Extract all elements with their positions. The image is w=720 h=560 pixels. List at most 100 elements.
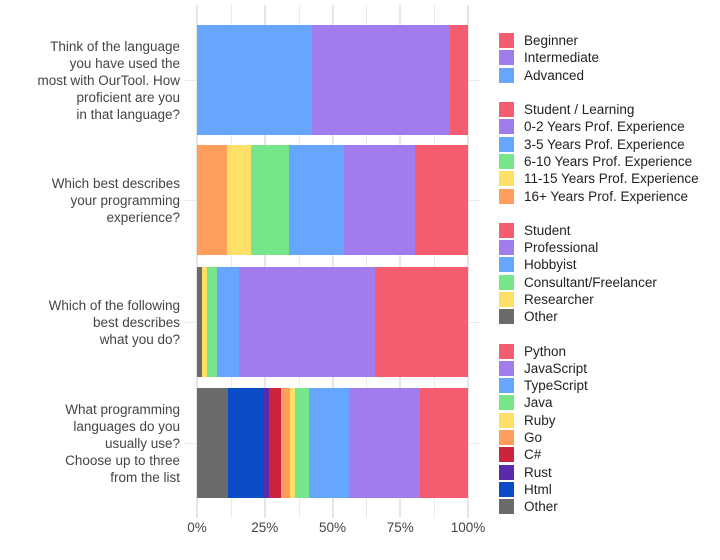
legend-swatch-icon <box>499 292 514 307</box>
legend-item: Other <box>499 498 699 515</box>
legend-item: Html <box>499 481 699 498</box>
legend-label: Consultant/Freelancer <box>524 274 657 290</box>
legend-label: Rust <box>524 464 552 480</box>
bar-segment <box>197 145 228 255</box>
legend-group: Student / Learning 0-2 Years Prof. Experi… <box>499 101 699 205</box>
legend-label: TypeScript <box>524 378 588 394</box>
bar-segment <box>206 267 217 377</box>
bar-segment <box>449 25 468 135</box>
legend-label: C# <box>524 447 542 463</box>
legend-label: Other <box>524 499 558 515</box>
bar-segment <box>238 267 375 377</box>
gridline <box>230 5 232 518</box>
legend-label: Other <box>524 309 558 325</box>
legend-swatch-icon <box>499 343 514 359</box>
bar-row <box>197 267 468 377</box>
legend-item: 0-2 Years Prof. Experience <box>499 118 699 135</box>
legend-swatch-icon <box>499 360 514 376</box>
gridline <box>196 5 198 518</box>
y-axis-label: Which best describes your programming expe… <box>51 175 180 225</box>
bar-segment <box>216 267 239 377</box>
gridline <box>366 5 368 518</box>
gridline <box>434 5 436 518</box>
legend-label: 16+ Years Prof. Experience <box>524 188 688 204</box>
bar-row <box>197 145 468 255</box>
legend-item: Student <box>499 222 699 239</box>
bar-segment <box>308 388 349 498</box>
y-axis-label: What programming languages do you usually … <box>65 401 180 485</box>
x-tick-label: 25% <box>251 520 279 535</box>
bar-segment <box>311 25 450 135</box>
legend-swatch-icon <box>499 222 514 238</box>
legend-item: C# <box>499 446 699 463</box>
legend-label: Advanced <box>524 67 585 83</box>
legend-swatch-icon <box>499 430 514 446</box>
legend-label: 6-10 Years Prof. Experience <box>524 153 693 169</box>
legend-item: 11-15 Years Prof. Experience <box>499 170 699 187</box>
legend-label: Professional <box>524 240 599 256</box>
legend-swatch-icon <box>499 499 514 515</box>
x-tick-label: 0% <box>187 520 207 535</box>
legend-swatch-icon <box>499 464 514 480</box>
legend-swatch-icon <box>499 50 514 66</box>
legend-item: 6-10 Years Prof. Experience <box>499 153 699 170</box>
legend-group: Python JavaScript TypeScript Java Ruby Go C# Ru… <box>499 342 699 515</box>
legend-item: 16+ Years Prof. Experience <box>499 187 699 204</box>
legend-swatch-icon <box>499 309 514 325</box>
legend-swatch-icon <box>499 67 514 83</box>
bar-segment <box>227 145 252 255</box>
legend-swatch-icon <box>499 447 514 463</box>
legend-label: JavaScript <box>524 360 588 376</box>
legend-swatch-icon <box>499 119 514 135</box>
legend: Beginner Intermediate Advanced Student / Le… <box>499 32 699 532</box>
legend-label: Python <box>524 343 567 359</box>
legend-label: Researcher <box>524 292 594 307</box>
legend-swatch-icon <box>499 257 514 273</box>
legend-label: 0-2 Years Prof. Experience <box>524 119 685 135</box>
legend-swatch-icon <box>499 395 514 411</box>
bar-segment <box>227 388 264 498</box>
legend-item: Consultant/Freelancer <box>499 274 699 291</box>
legend-label: Student / Learning <box>524 102 635 118</box>
bar-segment <box>197 267 202 377</box>
x-tick-label: 50% <box>318 520 347 535</box>
y-axis-label: Which of the following best describes what… <box>48 297 180 347</box>
bar-segment <box>289 145 345 255</box>
legend-item: Intermediate <box>499 49 699 66</box>
legend-item: Other <box>499 308 699 325</box>
legend-swatch-icon <box>499 188 514 204</box>
legend-label: Ruby <box>524 412 556 428</box>
legend-item: Rust <box>499 464 699 481</box>
bar-segment <box>251 145 290 255</box>
bar-segment <box>268 388 281 498</box>
bar-row <box>197 25 468 135</box>
legend-item: JavaScript <box>499 360 699 377</box>
legend-swatch-icon <box>499 153 514 169</box>
legend-item: 3-5 Years Prof. Experience <box>499 135 699 152</box>
legend-item: Python <box>499 342 699 359</box>
legend-label: Student <box>524 222 571 238</box>
plot-area <box>185 5 480 518</box>
bar-segment <box>263 388 269 498</box>
legend-label: Html <box>524 481 552 497</box>
legend-item: Ruby <box>499 412 699 429</box>
legend-item: Java <box>499 394 699 411</box>
legend-item: Beginner <box>499 32 699 49</box>
bar-segment <box>344 145 416 255</box>
bar-segment <box>197 388 228 498</box>
gridline <box>298 5 300 518</box>
legend-item: Student / Learning <box>499 101 699 118</box>
legend-swatch-icon <box>499 412 514 428</box>
legend-swatch-icon <box>499 378 514 394</box>
gridline <box>263 5 266 518</box>
x-tick-label: 100% <box>450 520 486 535</box>
bar-segment <box>280 388 290 498</box>
legend-label: Beginner <box>524 33 579 49</box>
legend-swatch-icon <box>499 136 514 152</box>
legend-item: Hobbyist <box>499 256 699 273</box>
legend-item: TypeScript <box>499 377 699 394</box>
legend-item: Advanced <box>499 67 699 84</box>
bar-segment <box>415 145 468 255</box>
legend-label: Hobbyist <box>524 257 577 273</box>
bar-segment <box>374 267 468 377</box>
